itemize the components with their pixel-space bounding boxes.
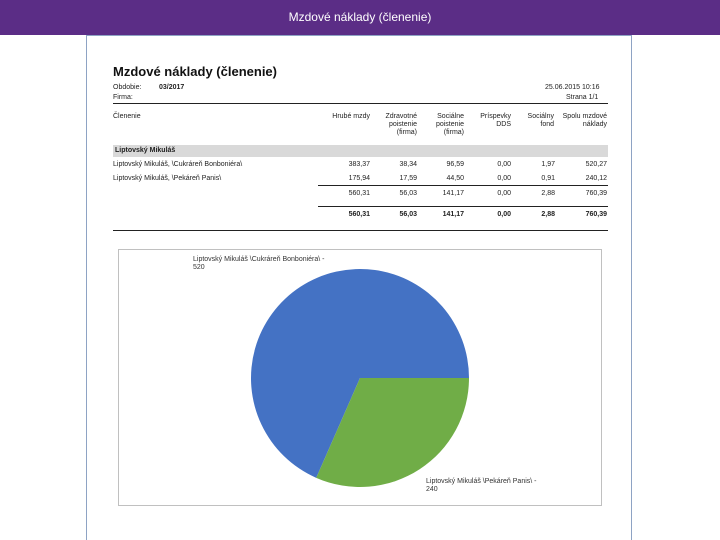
row-1-health: 38,34 — [399, 161, 417, 168]
subtotal-dds: 0,00 — [497, 190, 511, 197]
table-bottom-rule — [113, 230, 608, 231]
subtotal-gross: 560,31 — [348, 190, 370, 197]
row-1-name: Liptovský Mikuláš, \Cukráreň Bonboniéra\ — [113, 161, 243, 168]
report-page: Mzdové náklady (členenie) Obdobie: 03/20… — [86, 35, 632, 540]
row-2-fund: 0,91 — [541, 175, 555, 182]
row-2-social: 44,50 — [446, 175, 464, 182]
row-2-health: 17,59 — [399, 175, 417, 182]
group-label: Liptovský Mikuláš — [115, 147, 176, 154]
total-gross: 560,31 — [348, 211, 370, 218]
total-health: 56,03 — [399, 211, 417, 218]
row-1-total: 520,27 — [585, 161, 607, 168]
row-1-fund: 1,97 — [541, 161, 555, 168]
period-label: Obdobie: — [113, 84, 142, 91]
row-2-name: Liptovský Mikuláš, \Pekáreň Panis\ — [113, 175, 222, 182]
report-date: 25.06.2015 10:16 — [545, 84, 600, 91]
col-header-health-insurance: Zdravotné poistenie (firma) — [385, 113, 417, 136]
pie-chart-frame: Liptovský Mikuláš \Cukráreň Bonboniéra\ … — [118, 249, 602, 506]
subtotal-social: 141,17 — [442, 190, 464, 197]
total-dds: 0,00 — [497, 211, 511, 218]
subtotal-fund: 2,88 — [541, 190, 555, 197]
row-2-total: 240,12 — [585, 175, 607, 182]
total-total: 760,39 — [585, 211, 607, 218]
pie-label-2: Liptovský Mikuláš \Pekáreň Panis\ - 240 — [426, 478, 537, 493]
pie-chart — [250, 268, 469, 487]
firm-label: Firma: — [113, 94, 133, 101]
row-1-social: 96,59 — [446, 161, 464, 168]
page-number: Strana 1/1 — [566, 94, 599, 101]
row-1-dds: 0,00 — [497, 161, 511, 168]
subtotal-health: 56,03 — [399, 190, 417, 197]
total-fund: 2,88 — [541, 211, 555, 218]
report-title: Mzdové náklady (členenie) — [113, 64, 277, 79]
col-header-dds: Príspevky DDS — [480, 113, 511, 128]
pie-slice-1 — [250, 268, 469, 478]
pie-slice-2 — [316, 378, 469, 487]
header-top-rule — [113, 103, 608, 104]
row-2-gross: 175,94 — [348, 175, 370, 182]
row-2-dds: 0,00 — [497, 175, 511, 182]
col-header-gross-wages: Hrubé mzdy — [332, 113, 370, 120]
total-social: 141,17 — [442, 211, 464, 218]
subtotal-total: 760,39 — [585, 190, 607, 197]
row-1-gross: 383,37 — [348, 161, 370, 168]
total-rule-top — [318, 206, 608, 207]
col-header-social-fund: Sociálny fond — [527, 113, 554, 128]
subtotal-rule — [318, 185, 608, 186]
slide-title: Mzdové náklady (členenie) — [0, 0, 720, 35]
pie-label-1: Liptovský Mikuláš \Cukráreň Bonboniéra\ … — [193, 256, 325, 271]
col-header-total-costs: Spolu mzdové náklady — [562, 113, 607, 128]
group-row: Liptovský Mikuláš — [113, 145, 608, 157]
col-header-social-insurance: Sociálne poistenie (firma) — [435, 113, 464, 136]
period-value: 03/2017 — [159, 84, 185, 91]
col-header-segment: Členenie — [113, 113, 141, 120]
